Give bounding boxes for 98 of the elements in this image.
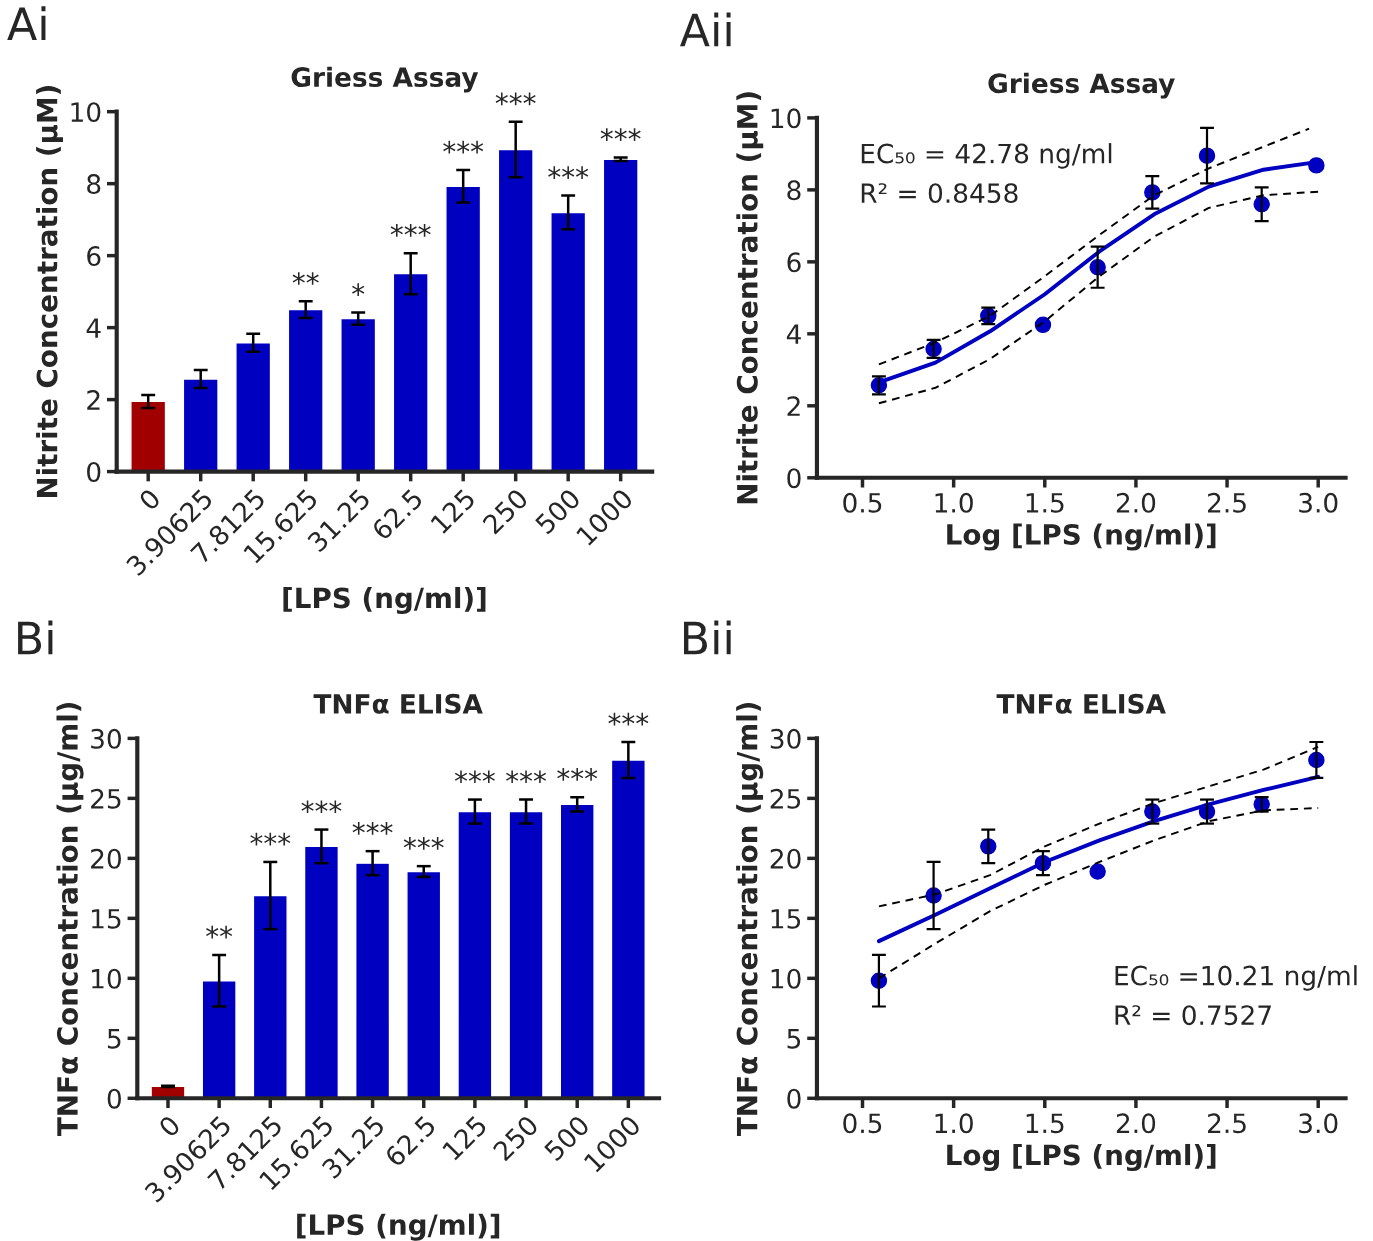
y-tick-label: 6 [87,246,101,267]
x-tick-label: 0.5 [843,492,882,513]
line-series [876,774,1321,944]
annotation: *** [495,92,536,106]
annotation: *** [352,821,393,835]
y-axis-title: TNFα Concentration (μg/ml) [56,702,84,1137]
annotation: *** [600,128,641,141]
y-tick-label: 20 [770,848,801,869]
chart-title: TNFα ELISA [996,693,1166,714]
annotation: *** [548,166,589,180]
annotation: ** [206,925,233,939]
y-axis-title: TNFα Concentration (μg/ml) [736,702,764,1137]
x-tick-label: 1.5 [1026,1113,1064,1134]
bar [559,803,595,1099]
annotation: EC₅₀ = 42.78 ng/ml [861,143,1112,169]
x-tick-label: 2.0 [1116,492,1156,513]
point [1034,316,1052,334]
y-tick-label: 30 [770,728,801,749]
x-tick-label: 2.0 [1116,1113,1156,1134]
y-tick-label: 10 [771,108,801,129]
x-tick-label: 250 [492,1114,540,1162]
bar [610,759,646,1099]
bar [355,862,391,1099]
y-tick-label: 0 [107,1088,121,1109]
y-tick-label: 25 [770,788,801,809]
y-tick-label: 0 [787,1088,801,1109]
x-tick-label: 0.5 [843,1113,882,1134]
y-tick-label: 15 [771,909,801,929]
y-tick-label: 8 [87,174,101,195]
bar [235,342,272,472]
y-tick-label: 4 [786,324,801,344]
x-tick-label: 2.5 [1208,1113,1246,1134]
bar [550,211,587,472]
x-axis-title: Log [LPS (ng/ml)] [947,1143,1216,1172]
bar [130,400,167,472]
annotation: *** [443,140,484,154]
annotation: R² = 0.7527 [1115,1005,1271,1026]
y-tick-label: 10 [92,968,121,989]
annotation: *** [390,223,431,237]
bar [508,810,544,1099]
chart-title: Griess Assay [988,72,1175,99]
y-tick-label: 30 [91,728,121,749]
bar [445,185,482,472]
bar [182,378,219,472]
annotation: *** [557,768,598,781]
y-tick-label: 20 [91,848,121,869]
annotation: *** [608,712,649,726]
x-axis-title: [LPS (ng/ml)] [283,586,486,615]
bar [457,810,493,1099]
x-tick-label: 125 [441,1114,488,1161]
bar [602,158,639,472]
x-tick-label: 3.0 [1299,492,1338,513]
annotation: *** [301,800,342,814]
bar [201,980,237,1099]
x-tick-label: 1.0 [935,492,973,513]
y-axis-title: Nitrite Concentration (μM) [736,92,764,504]
annotation: *** [250,832,291,846]
bar [252,894,288,1099]
y-tick-label: 2 [787,396,800,416]
annotation: *** [403,836,444,850]
bar [303,845,340,1099]
bar [406,870,442,1099]
y-axis-title: Nitrite Concentration (μM) [36,86,63,498]
annotation: *** [506,770,547,784]
chart-title: TNFα ELISA [313,693,483,714]
y-tick-label: 4 [86,318,101,338]
point [1089,863,1106,880]
annotation: * [352,283,365,297]
y-tick-label: 10 [771,968,801,989]
y-tick-label: 5 [107,1029,121,1049]
y-tick-label: 25 [91,788,121,809]
bar [392,272,429,472]
bar [497,148,534,472]
annotation: R² = 0.8458 [861,183,1018,204]
y-tick-label: 2 [87,390,100,410]
y-tick-label: 8 [787,180,801,201]
y-tick-label: 15 [92,909,121,929]
y-tick-label: 5 [787,1029,801,1049]
x-tick-label: 1.5 [1026,493,1064,513]
annotation: ** [292,272,319,285]
x-tick-label: 1.0 [935,1113,973,1134]
y-tick-label: 6 [787,252,801,273]
x-tick-label: 2.5 [1208,492,1246,513]
text: Ai [7,6,46,40]
y-tick-label: 0 [787,468,801,489]
text: Bi [18,620,53,655]
y-tick-label: 0 [87,462,101,482]
annotation: EC₅₀ =10.21 ng/ml [1115,965,1357,991]
bar [340,317,377,472]
annotation: *** [454,770,495,784]
x-axis-title: [LPS (ng/ml)] [297,1213,500,1241]
y-tick-label: 10 [71,102,101,123]
x-axis-title: Log [LPS (ng/ml)] [947,523,1216,551]
x-tick-label: 3.0 [1299,1113,1338,1134]
text: Bii [684,620,731,655]
text: Aii [679,12,731,47]
bar [287,308,324,472]
chart-title: Griess Assay [291,66,479,93]
